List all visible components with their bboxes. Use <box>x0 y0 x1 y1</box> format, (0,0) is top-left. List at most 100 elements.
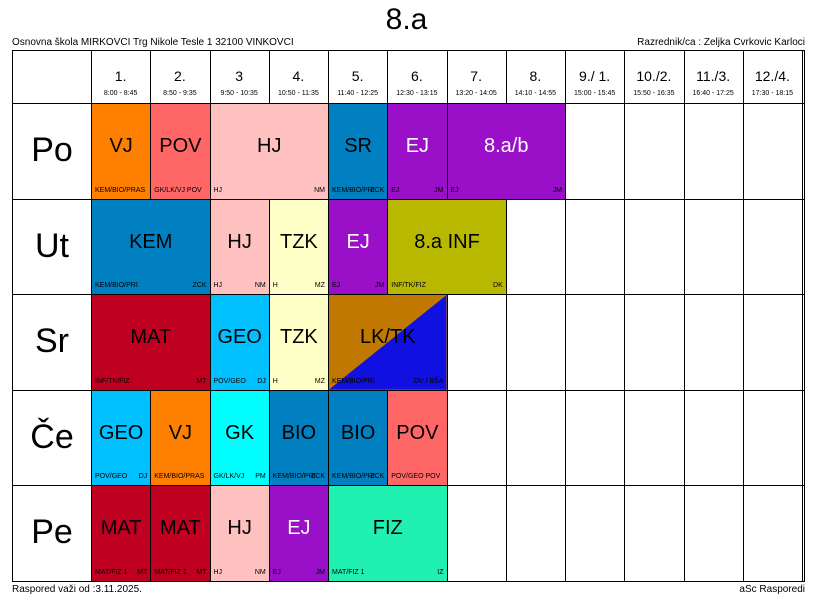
lesson-teacher: MT <box>196 568 207 576</box>
lesson-room: INF/TK/FIZ <box>95 377 130 385</box>
lesson-cell[interactable]: GK GK/LK/VJ PM <box>210 390 270 487</box>
lesson-teacher: ZCK <box>370 473 385 481</box>
lesson-subject: TZK <box>279 326 318 349</box>
lesson-room: KEM/BIO/PRAS <box>154 473 205 481</box>
lesson-cell[interactable]: FIZ MAT/FIZ 1 IZ <box>329 486 448 582</box>
lesson-cell[interactable]: HJ HJ NM <box>210 104 329 200</box>
lesson-room: GK/LK/VJ POV <box>154 186 202 194</box>
period-number: 7. <box>470 68 482 84</box>
lesson-subject: GK <box>225 421 255 444</box>
period-time: 16:40 - 17:25 <box>692 90 734 97</box>
lesson-cell[interactable]: HJ HJ NM <box>210 199 270 296</box>
split-color-fill <box>329 295 447 390</box>
lesson-cell[interactable]: BIO KEM/BIO/PRI ZCK <box>329 390 389 487</box>
period-number: 3 <box>235 68 244 84</box>
lesson-cell[interactable]: SR KEM/BIO/PRI ZCK <box>329 104 389 200</box>
period-time: 8:50 - 9:35 <box>163 90 197 97</box>
lesson-teacher: MT <box>196 377 207 385</box>
lesson-subject: VJ <box>168 421 193 444</box>
timetable-grid: 1. 8:00 - 8:45 2. 8:50 - 9:35 3 9:50 - 10:35 4… <box>12 50 805 582</box>
lesson-subject: MAT <box>160 517 201 540</box>
day-label: Če <box>30 417 74 456</box>
lesson-teacher: NM <box>314 186 325 194</box>
period-header: 12./4. 17:30 - 18:15 <box>743 51 802 103</box>
day-label: Sr <box>35 322 69 361</box>
timetable-title: 8.a <box>385 3 428 36</box>
period-header: 11./3. 16:40 - 17:25 <box>684 51 743 103</box>
lesson-cell[interactable]: TZK H MZ <box>269 199 329 296</box>
lesson-room: HJ <box>213 282 223 290</box>
lesson-teacher: DJ <box>257 377 266 385</box>
lesson-room: POV/GEO <box>213 377 246 385</box>
grid-vline <box>91 51 92 581</box>
lesson-subject: BIO <box>340 421 376 444</box>
software-brand: aSc Rasporedi <box>739 584 805 595</box>
grid-vline <box>505 51 507 581</box>
lesson-cell[interactable]: 8.a INF INF/TK/FIZ DK <box>388 199 507 296</box>
lesson-cell[interactable]: LK/TK KEM/BIO/PRI DV / BŠA <box>329 295 448 391</box>
lesson-room: HJ <box>213 568 223 576</box>
period-number: 9./ 1. <box>579 68 611 84</box>
lesson-subject: 8.a INF <box>414 230 480 253</box>
lesson-room: EJ <box>391 186 400 194</box>
lesson-cell[interactable]: EJ EJ JM <box>388 104 448 200</box>
lesson-cell[interactable]: 8.a/b EJ JM <box>447 104 566 200</box>
lesson-teacher: MZ <box>314 282 325 290</box>
day-label: Po <box>31 131 73 169</box>
lesson-cell[interactable]: EJ EJ JM <box>269 486 329 582</box>
lesson-cell[interactable]: POV GK/LK/VJ POV <box>151 104 211 200</box>
grid-vline <box>802 51 803 581</box>
lesson-room: EJ <box>332 282 341 290</box>
lesson-subject: HJ <box>227 230 252 253</box>
lesson-cell[interactable]: BIO KEM/BIO/PRI ZCK <box>269 390 329 487</box>
lesson-cell[interactable]: KEM KEM/BIO/PRI ZCK <box>92 199 211 296</box>
lesson-room: HJ <box>213 186 223 194</box>
lesson-cell[interactable]: GEO POV/GEO DJ <box>92 390 152 487</box>
lesson-cell[interactable]: MAT MAT/FIZ 1 MT <box>92 486 152 582</box>
lesson-subject: FIZ <box>372 517 403 540</box>
valid-from: Raspored važi od :3.11.2025. <box>12 584 142 595</box>
period-time: 14:10 - 14:55 <box>514 90 556 97</box>
grid-hline <box>13 103 804 104</box>
lesson-cell[interactable]: POV POV/GEO POV <box>388 390 448 487</box>
lesson-subject: POV <box>396 421 439 444</box>
lesson-cell[interactable]: MAT INF/TK/FIZ MT <box>92 295 211 391</box>
lesson-cell[interactable]: TZK H MZ <box>269 295 329 391</box>
lesson-teacher: DJ <box>138 473 148 481</box>
lesson-cell[interactable]: EJ EJ JM <box>329 199 389 296</box>
grid-vline <box>565 51 566 581</box>
lesson-teacher: DV / BŠA <box>413 377 444 385</box>
period-time: 8:00 - 8:45 <box>103 90 138 97</box>
lesson-room: KEM/BIO/PRI <box>332 377 375 385</box>
lesson-subject: EJ <box>287 517 311 540</box>
period-number: 10./2. <box>636 68 672 84</box>
lesson-room: EJ <box>450 186 459 194</box>
lesson-teacher: ZCK <box>311 473 325 481</box>
period-number: 8. <box>529 68 542 84</box>
period-time: 15:50 - 16:35 <box>633 90 675 97</box>
lesson-subject: VJ <box>109 135 133 157</box>
period-number: 1. <box>114 68 127 84</box>
lesson-cell[interactable]: MAT MAT/FIZ 1 MT <box>151 486 211 582</box>
period-header: 10./2. 15:50 - 16:35 <box>624 51 683 103</box>
lesson-cell[interactable]: GEO POV/GEO DJ <box>210 295 270 391</box>
lesson-teacher: JM <box>315 568 325 576</box>
day-label: Ut <box>35 226 69 265</box>
lesson-teacher: DK <box>493 282 503 290</box>
period-number: 6. <box>411 68 423 84</box>
period-time: 12:30 - 13:15 <box>396 90 438 97</box>
period-number: 12./4. <box>754 68 790 84</box>
lesson-room: MAT/FIZ 1 <box>332 568 365 576</box>
lesson-cell[interactable]: HJ HJ NM <box>210 486 270 582</box>
grid-vline <box>683 51 685 581</box>
lesson-cell[interactable]: VJ KEM/BIO/PRAS <box>92 104 152 200</box>
lesson-subject: KEM <box>129 230 173 253</box>
lesson-subject: BIO <box>281 421 317 444</box>
lesson-subject: HJ <box>227 517 252 540</box>
lesson-teacher: JM <box>552 186 562 194</box>
lesson-room: H <box>272 377 278 385</box>
period-header: 5. 11:40 - 12:25 <box>328 51 387 103</box>
lesson-teacher: IZ <box>437 568 444 576</box>
lesson-cell[interactable]: VJ KEM/BIO/PRAS <box>151 390 211 487</box>
period-header: 6. 12:30 - 13:15 <box>387 51 446 103</box>
